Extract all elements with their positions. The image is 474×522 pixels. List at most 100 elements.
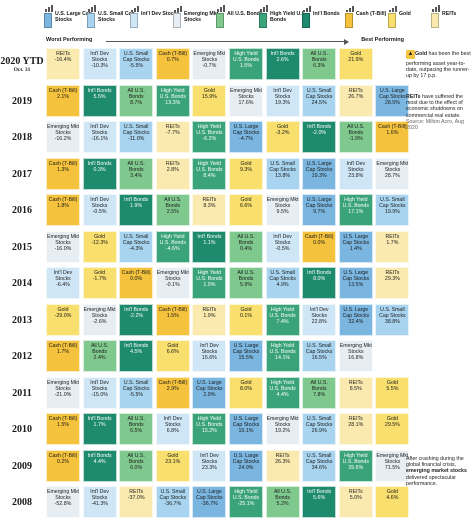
return-cell-cash: Cash (T-Bill) 0.0%: [119, 267, 154, 299]
bars-large-icon: [45, 5, 53, 12]
return-cell-intl-dev: Int'l Dev Stocks 6.8%: [155, 413, 190, 445]
source-note: Source: Milton Acro, Aug 2020: [406, 118, 465, 132]
return-cell-us-small-cap: U.S. Small Cap Stocks 24.5%: [302, 84, 337, 117]
return-value: 0.4%: [239, 245, 253, 252]
asset-name: All U.S. Bonds: [127, 452, 145, 465]
legend-label: Int'l Dev Stocks: [141, 11, 180, 17]
return-value: 24.9%: [238, 464, 254, 471]
legend: U.S. Large Cap Stocks U.S. Small Cap Stoc…: [0, 0, 474, 34]
asset-name: All U.S. Bonds: [90, 343, 109, 355]
return-cell-intl-bonds: Int'l Bonds 4.4%: [82, 449, 117, 482]
return-value: 19.9%: [384, 209, 400, 215]
return-value: -36.7%: [164, 501, 182, 507]
return-cell-em-mkt: Emerging Mkt Stocks -2.6%: [82, 303, 117, 336]
asset-name: Cash (T-Bill): [121, 270, 151, 276]
return-cell-reits: REITs 1.9%: [192, 303, 227, 336]
return-cell-reits: REITs 8.3%: [192, 194, 227, 226]
asset-name: REITs: [56, 51, 70, 57]
return-cell-high-yield: High Yield U.S. Bonds 8.4%: [192, 157, 227, 190]
return-value: 8.5%: [349, 385, 362, 392]
return-value: 32.4%: [348, 318, 364, 325]
return-value: 23.8%: [348, 172, 364, 179]
return-cell-cash: Cash (T-Bill) 1.7%: [46, 340, 80, 372]
asset-name: High Yield U.S. Bonds: [269, 306, 296, 319]
asset-name: U.S. Large Cap Stocks: [379, 87, 406, 100]
return-value: 5.9%: [239, 282, 253, 288]
asset-name: Emerging Mkt Stocks: [47, 489, 79, 501]
return-value: 26.7%: [348, 93, 364, 100]
legend-swatch: [44, 13, 52, 28]
return-value: 0.1%: [239, 312, 253, 319]
return-value: 1.9%: [130, 203, 143, 209]
return-cell-intl-dev: Int'l Dev Stocks -0.5%: [82, 194, 117, 226]
return-value: 13.5%: [348, 282, 364, 288]
asset-name: Int'l Bonds: [87, 160, 112, 167]
return-value: 35.6%: [348, 464, 364, 471]
asset-name: REITs: [129, 489, 144, 495]
asset-name: REITs: [202, 306, 217, 313]
return-cell-intl-dev: Int'l Dev Stocks -15.0%: [82, 376, 117, 409]
asset-name: Gold: [167, 452, 179, 459]
return-value: 8.0%: [239, 385, 253, 392]
asset-name: Emerging Mkt Stocks: [339, 343, 372, 355]
return-value: 1.5%: [239, 63, 253, 69]
legend-label: REITs: [442, 11, 457, 17]
bars-high-yield-icon: [260, 5, 268, 12]
asset-name: Int'l Dev Stocks: [200, 452, 219, 465]
asset-name: High Yield U.S. Bonds: [269, 343, 296, 355]
return-value: 13.3%: [165, 99, 181, 106]
return-value: 1.9%: [203, 282, 216, 288]
return-value: 4.9%: [276, 282, 289, 288]
return-cell-high-yield: High Yield U.S. Bonds 17.1%: [338, 194, 373, 226]
asset-name: Cash (T-Bill): [48, 160, 78, 167]
return-cell-gold: Gold -1.7%: [82, 267, 117, 299]
asset-name: High Yield U.S. Bonds: [196, 160, 223, 173]
return-cell-us-small-cap: U.S. Small Cap Stocks 38.8%: [375, 303, 410, 336]
asset-name: REITs: [348, 489, 363, 495]
asset-name: High Yield U.S. Bonds: [269, 379, 296, 392]
return-cell-gold: Gold -3.2%: [265, 121, 300, 153]
asset-name: Gold: [386, 379, 398, 386]
legend-label: All U.S. Bonds: [227, 11, 263, 17]
return-cell-us-large-cap: U.S. Large Cap Stocks -36.7%: [192, 486, 227, 518]
return-cell-all-us-bonds: All U.S. Bonds 2.4%: [82, 340, 117, 372]
return-value: 2.8%: [166, 166, 179, 173]
bars-cash-icon: [346, 5, 354, 12]
return-cell-all-us-bonds: All U.S. Bonds 6.0%: [119, 449, 154, 482]
return-value: 38.8%: [384, 318, 400, 325]
return-value: 15.1%: [238, 428, 254, 434]
asset-name: Int'l Bonds: [87, 452, 112, 459]
year-label: 2019: [12, 95, 32, 107]
asset-name: Int'l Bonds: [307, 124, 332, 130]
asset-name: Int'l Dev Stocks: [163, 416, 183, 428]
return-cell-cash: Cash (T-Bill) 2.9%: [155, 376, 190, 409]
return-cell-us-large-cap: U.S. Large Cap Stocks 1.4%: [338, 230, 373, 263]
asset-name: U.S. Large Cap Stocks: [196, 379, 223, 392]
return-value: -4.7%: [239, 136, 253, 142]
return-value: 9.5%: [276, 209, 289, 215]
asset-name: All U.S. Bonds: [347, 124, 365, 136]
asset-name: REITs: [165, 160, 180, 167]
return-value: -6.4%: [56, 282, 70, 288]
asset-name: U.S. Small Cap Stocks: [379, 197, 406, 209]
asset-name: Gold: [57, 306, 69, 313]
return-cell-all-us-bonds: All U.S. Bonds 6.3%: [302, 48, 337, 80]
return-cell-intl-dev: Int'l Dev Stocks -0.5%: [265, 230, 300, 263]
return-cell-us-small-cap: U.S. Small Cap Stocks 4.9%: [265, 267, 300, 299]
return-cell-all-us-bonds: All U.S. Bonds -1.9%: [338, 121, 373, 153]
return-cell-reits: REITs 26.3%: [265, 449, 300, 482]
asset-name: Cash (T-Bill): [48, 452, 78, 459]
asset-name: Cash (T-Bill): [378, 124, 407, 130]
return-cell-us-small-cap: U.S. Small Cap Stocks -11.0%: [119, 121, 154, 153]
return-cell-all-us-bonds: All U.S. Bonds 8.7%: [119, 84, 154, 117]
return-value: -41.3%: [91, 501, 108, 507]
return-value: 3.4%: [130, 172, 143, 179]
return-cell-all-us-bonds: All U.S. Bonds 3.4%: [119, 157, 154, 190]
asset-name: U.S. Large Cap Stocks: [196, 489, 223, 501]
return-value: 6.6%: [166, 349, 179, 355]
return-value: 6.5%: [130, 428, 143, 434]
return-cell-cash: Cash (T-Bill) 0.0%: [302, 230, 337, 263]
asset-name: REITs: [385, 233, 400, 240]
asset-name: Gold: [94, 233, 106, 240]
return-value: 17.6%: [238, 99, 254, 106]
